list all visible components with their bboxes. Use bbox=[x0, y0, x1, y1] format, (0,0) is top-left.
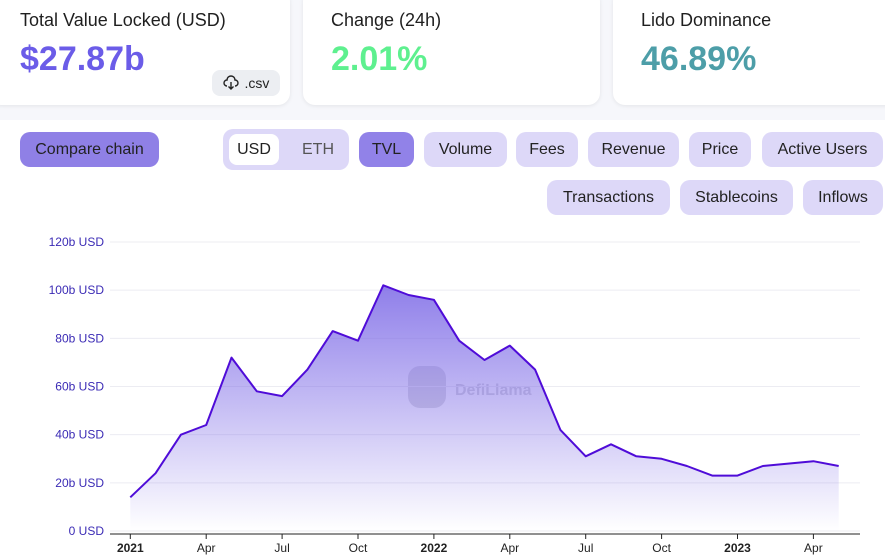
metric-button[interactable]: Transactions bbox=[547, 180, 670, 215]
currency-button[interactable]: ETH bbox=[302, 140, 334, 158]
y-tick-label: 80b USD bbox=[55, 331, 104, 345]
metric-button[interactable]: Volume bbox=[424, 132, 507, 167]
x-tick-label: Apr bbox=[500, 541, 519, 555]
x-tick-label: Oct bbox=[349, 541, 368, 555]
stat-value: 46.89% bbox=[641, 40, 757, 78]
metric-button[interactable]: Revenue bbox=[588, 132, 679, 167]
metric-button[interactable]: Inflows bbox=[803, 180, 883, 215]
x-tick-label: Jul bbox=[274, 541, 289, 555]
download-icon bbox=[222, 75, 239, 90]
metric-button[interactable]: TVL bbox=[359, 132, 414, 167]
stat-card: Total Value Locked (USD) $27.87b .csv bbox=[0, 0, 290, 105]
stat-label: Lido Dominance bbox=[641, 10, 772, 30]
y-tick-label: 0 USD bbox=[69, 524, 105, 538]
csv-label: .csv bbox=[244, 75, 270, 91]
y-tick-label: 60b USD bbox=[55, 380, 104, 394]
metric-button[interactable]: Fees bbox=[516, 132, 578, 167]
stat-card: Change (24h) 2.01% bbox=[303, 0, 600, 105]
metric-button[interactable]: Active Users bbox=[762, 132, 883, 167]
metric-button[interactable]: Price bbox=[689, 132, 751, 167]
stat-value: $27.87b bbox=[20, 40, 145, 78]
x-tick-label: 2021 bbox=[117, 541, 144, 555]
x-tick-label: Oct bbox=[652, 541, 671, 555]
y-tick-label: 120b USD bbox=[49, 235, 105, 249]
y-tick-label: 20b USD bbox=[55, 476, 104, 490]
area-fill bbox=[130, 285, 839, 531]
x-tick-label: Apr bbox=[804, 541, 823, 555]
currency-button[interactable]: USD bbox=[229, 134, 279, 165]
x-tick-label: 2023 bbox=[724, 541, 751, 555]
currency-toggle: USD ETH bbox=[223, 129, 349, 170]
stat-card: Lido Dominance 46.89% bbox=[613, 0, 885, 105]
x-tick-label: 2022 bbox=[421, 541, 448, 555]
y-tick-label: 40b USD bbox=[55, 428, 104, 442]
y-tick-label: 100b USD bbox=[49, 283, 105, 297]
compare-button[interactable]: Compare chain bbox=[20, 132, 159, 167]
stat-label: Change (24h) bbox=[331, 10, 442, 30]
x-tick-label: Apr bbox=[197, 541, 216, 555]
stat-value: 2.01% bbox=[331, 40, 428, 78]
csv-button[interactable]: .csv bbox=[212, 70, 280, 96]
metric-button[interactable]: Stablecoins bbox=[680, 180, 793, 215]
x-tick-label: Jul bbox=[578, 541, 593, 555]
stat-label: Total Value Locked (USD) bbox=[20, 10, 226, 30]
tvl-line bbox=[129, 284, 839, 499]
